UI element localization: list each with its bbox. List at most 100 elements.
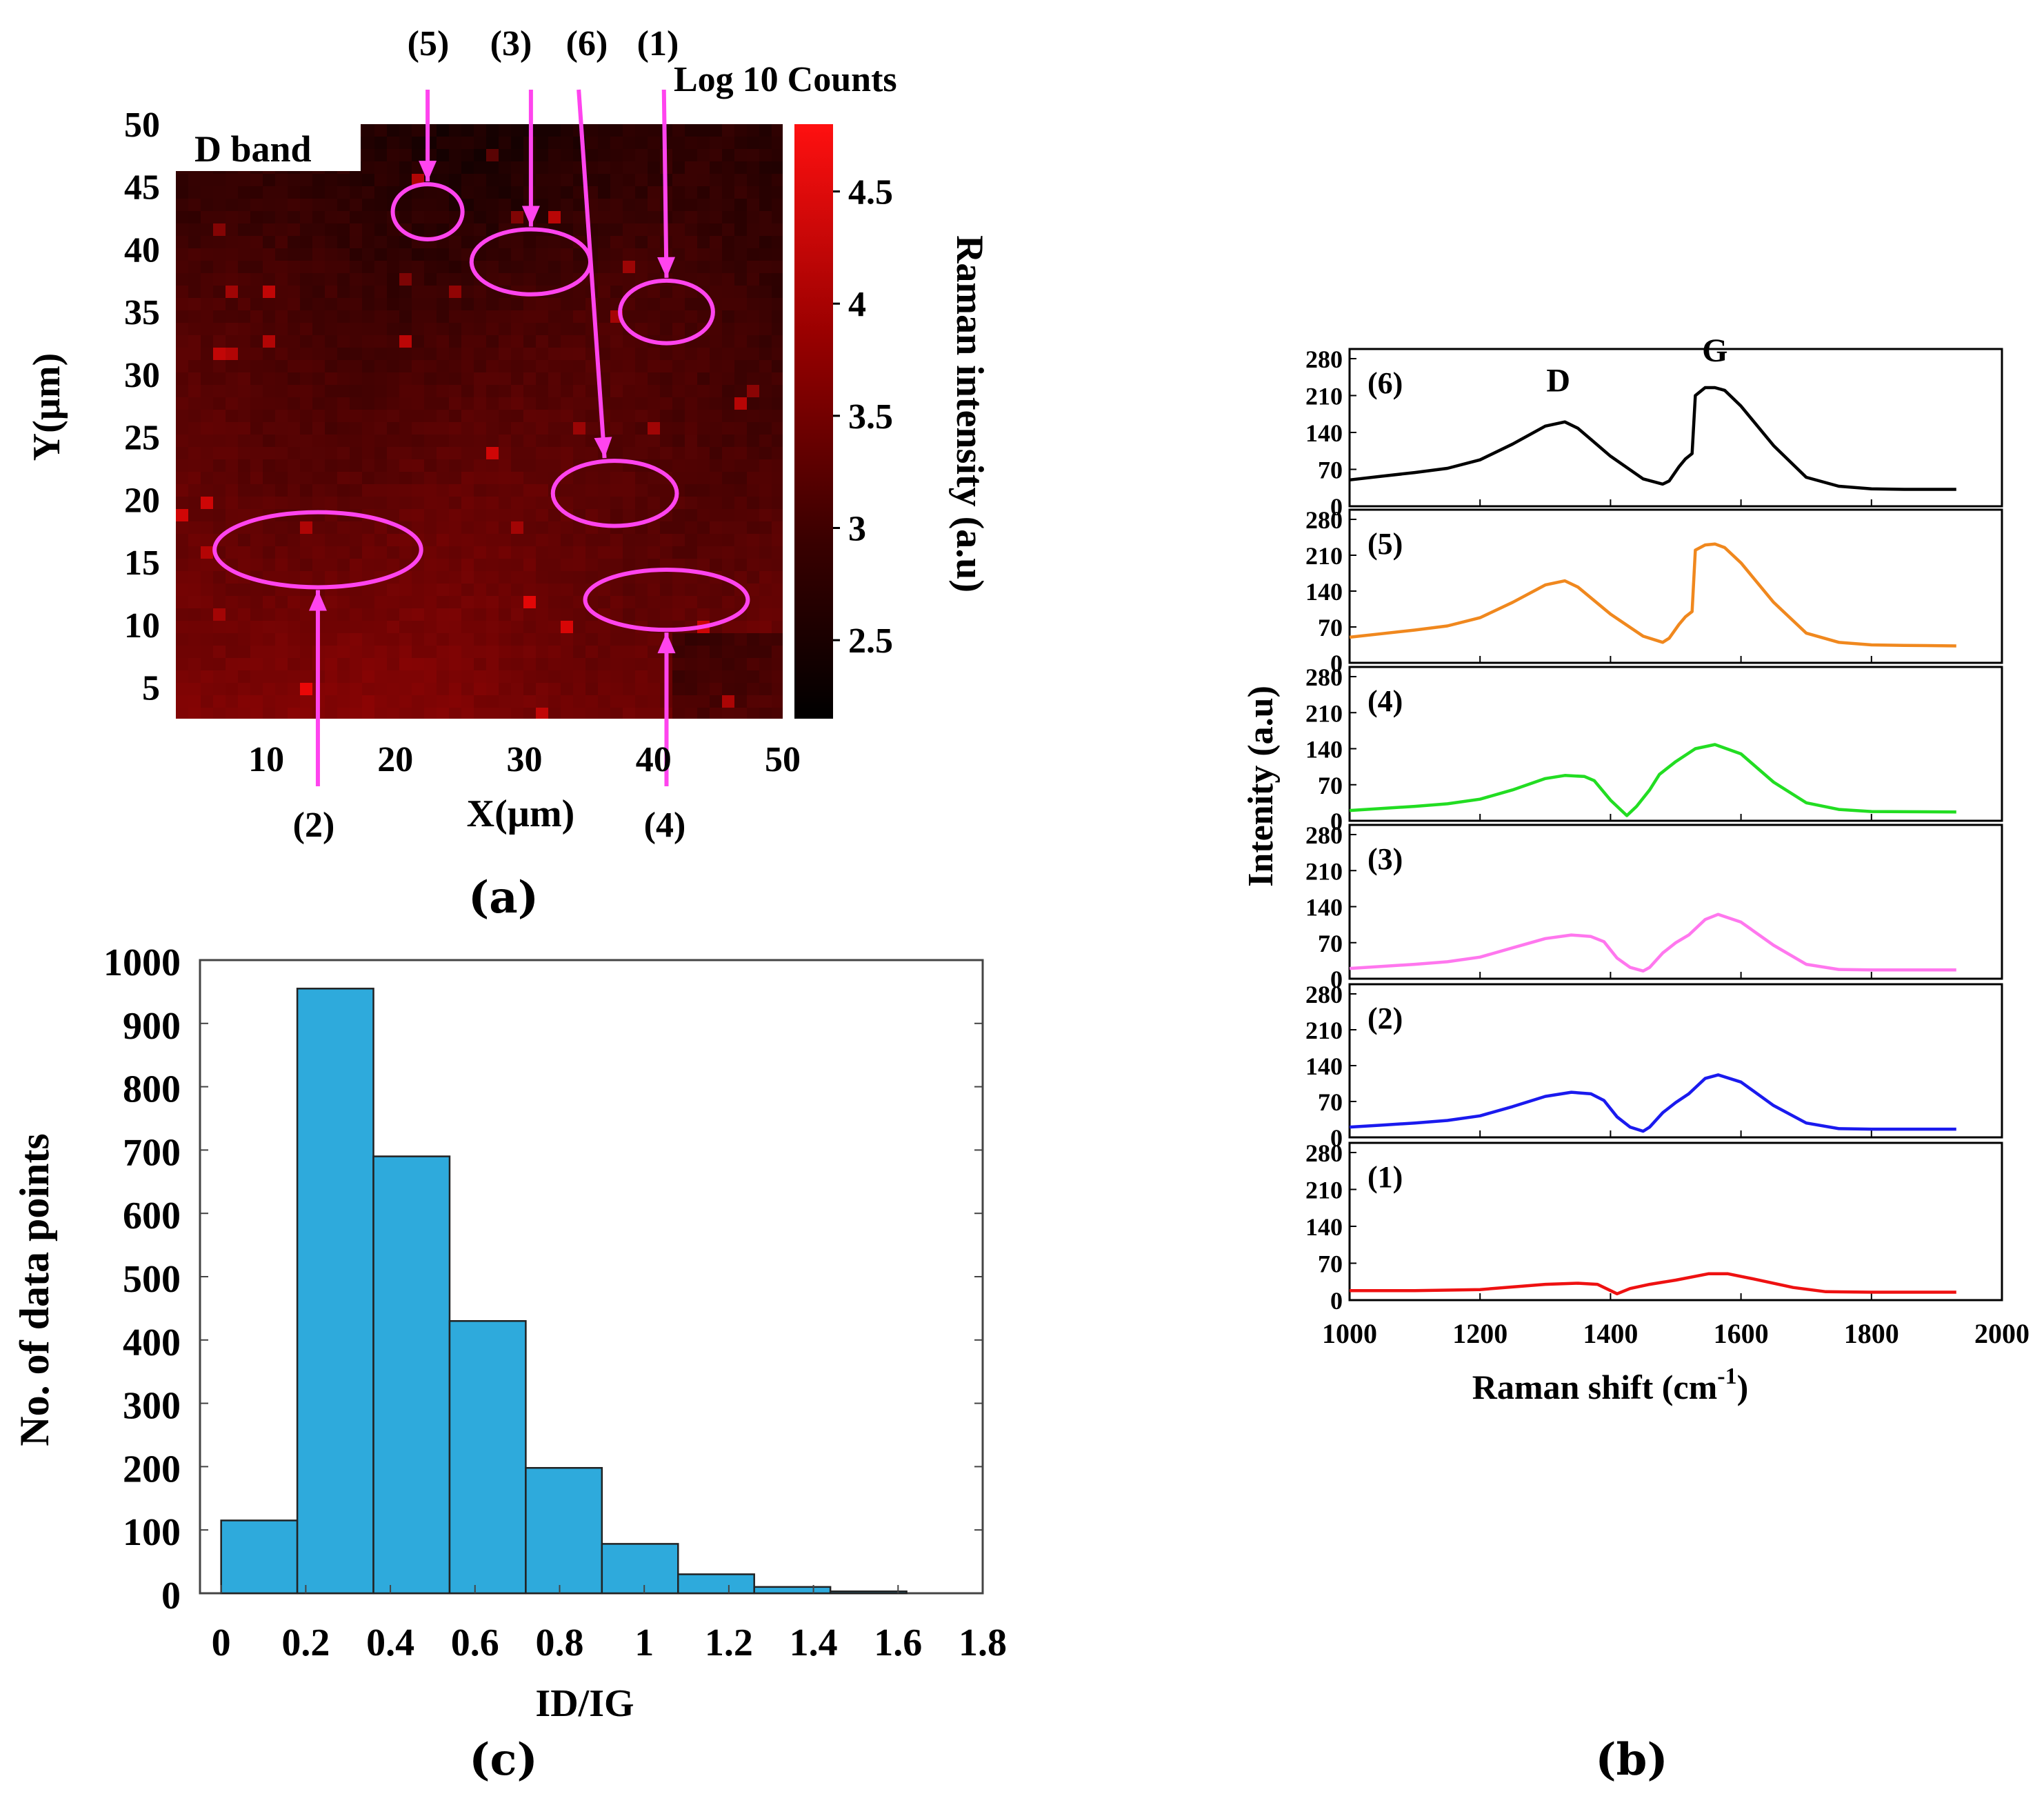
heatmap-cell	[412, 521, 425, 535]
heatmap-cell	[561, 211, 574, 224]
heatmap-cell	[201, 310, 214, 323]
heatmap-cell	[201, 435, 214, 448]
heatmap-cell	[697, 385, 710, 398]
heatmap-cell	[337, 472, 350, 485]
heatmap-cell	[734, 621, 748, 634]
heatmap-cell	[573, 621, 586, 634]
heatmap-cell	[288, 286, 301, 299]
heatmap-cell	[610, 484, 623, 497]
heatmap-cell	[499, 646, 512, 659]
heatmap-cell	[734, 410, 748, 423]
heatmap-cell	[412, 360, 425, 373]
heatmap-cell	[437, 497, 450, 510]
heatmap-cell	[610, 372, 623, 386]
heatmap-y-tick: 20	[124, 481, 160, 520]
heatmap-cell	[325, 286, 338, 299]
heatmap-cell	[300, 261, 313, 274]
heatmap-cell	[437, 646, 450, 659]
heatmap-cell	[598, 670, 611, 684]
heatmap-cell	[226, 310, 239, 323]
heatmap-cell	[759, 621, 772, 634]
heatmap-cell	[697, 211, 710, 224]
heatmap-cell	[374, 149, 388, 162]
heatmap-cell	[437, 161, 450, 174]
heatmap-cell	[250, 534, 263, 547]
heatmap-cell	[374, 646, 388, 659]
heatmap-cell	[585, 670, 599, 684]
heatmap-cell	[710, 124, 723, 137]
heatmap-cell	[337, 435, 350, 448]
heatmap-cell	[374, 521, 388, 535]
heatmap-cell	[474, 658, 487, 671]
heatmap-cell	[598, 286, 611, 299]
heatmap-cell	[374, 310, 388, 323]
heatmap-cell	[325, 261, 338, 274]
heatmap-cell	[722, 323, 735, 336]
heatmap-cell	[585, 161, 599, 174]
heatmap-cell	[412, 335, 425, 348]
heatmap-cell	[697, 410, 710, 423]
heatmap-cell	[697, 137, 710, 150]
heatmap-cell	[238, 261, 251, 274]
heatmap-cell	[660, 298, 673, 311]
heatmap-cell	[312, 484, 325, 497]
heatmap-cell	[437, 695, 450, 708]
heatmap-cell	[710, 348, 723, 361]
heatmap-cell	[437, 584, 450, 597]
heatmap-cell	[288, 658, 301, 671]
heatmap-cell	[598, 298, 611, 311]
heatmap-cell	[263, 633, 276, 646]
heatmap-cell	[548, 211, 561, 224]
heatmap-cell	[238, 360, 251, 373]
heatmap-cell	[387, 509, 400, 522]
heatmap-cell	[226, 708, 239, 719]
heatmap-cell	[722, 137, 735, 150]
heatmap-cell	[759, 658, 772, 671]
heatmap-cell	[772, 137, 783, 150]
heatmap-cell	[672, 608, 685, 621]
heatmap-cell	[362, 174, 375, 187]
subplot-label: (5)	[1367, 527, 1403, 561]
heatmap-cell	[362, 286, 375, 299]
heatmap-cell	[623, 584, 636, 597]
heatmap-cell	[648, 137, 661, 150]
heatmap-cell	[288, 199, 301, 212]
y-tick-label: 0	[1330, 1287, 1343, 1315]
heatmap-cell	[387, 310, 400, 323]
heatmap-cell	[523, 323, 537, 336]
heatmap-cell	[623, 186, 636, 199]
heatmap-cell	[710, 335, 723, 348]
heatmap-cell	[250, 397, 263, 410]
heatmap-cell	[548, 509, 561, 522]
heatmap-cell	[685, 298, 698, 311]
heatmap-cell	[226, 385, 239, 398]
heatmap-cell	[697, 248, 710, 261]
heatmap-cell	[672, 323, 685, 336]
heatmap-cell	[325, 459, 338, 472]
heatmap-cell	[263, 559, 276, 572]
heatmap-cell	[188, 546, 201, 559]
heatmap-cell	[648, 397, 661, 410]
heatmap-cell	[561, 497, 574, 510]
heatmap-cell	[188, 534, 201, 547]
heatmap-cell	[399, 571, 412, 584]
heatmap-cell	[561, 571, 574, 584]
heatmap-cell	[474, 683, 487, 696]
heatmap-cell	[499, 509, 512, 522]
heatmap-cell	[263, 608, 276, 621]
heatmap-cell	[660, 348, 673, 361]
heatmap-cell	[399, 124, 412, 137]
heatmap-cell	[648, 236, 661, 249]
heatmap-cell	[449, 422, 462, 435]
heatmap-cell	[747, 546, 760, 559]
heatmap-cell	[449, 137, 462, 150]
histogram-y-axis-label: No. of data points	[12, 1133, 57, 1446]
heatmap-x-tick: 30	[507, 740, 543, 779]
heatmap-cell	[300, 360, 313, 373]
heatmap-cell	[685, 708, 698, 719]
heatmap-cell	[188, 286, 201, 299]
region-circle-4	[583, 568, 750, 632]
heatmap-cell	[623, 497, 636, 510]
heatmap-cell	[213, 385, 226, 398]
heatmap-cell	[710, 683, 723, 696]
